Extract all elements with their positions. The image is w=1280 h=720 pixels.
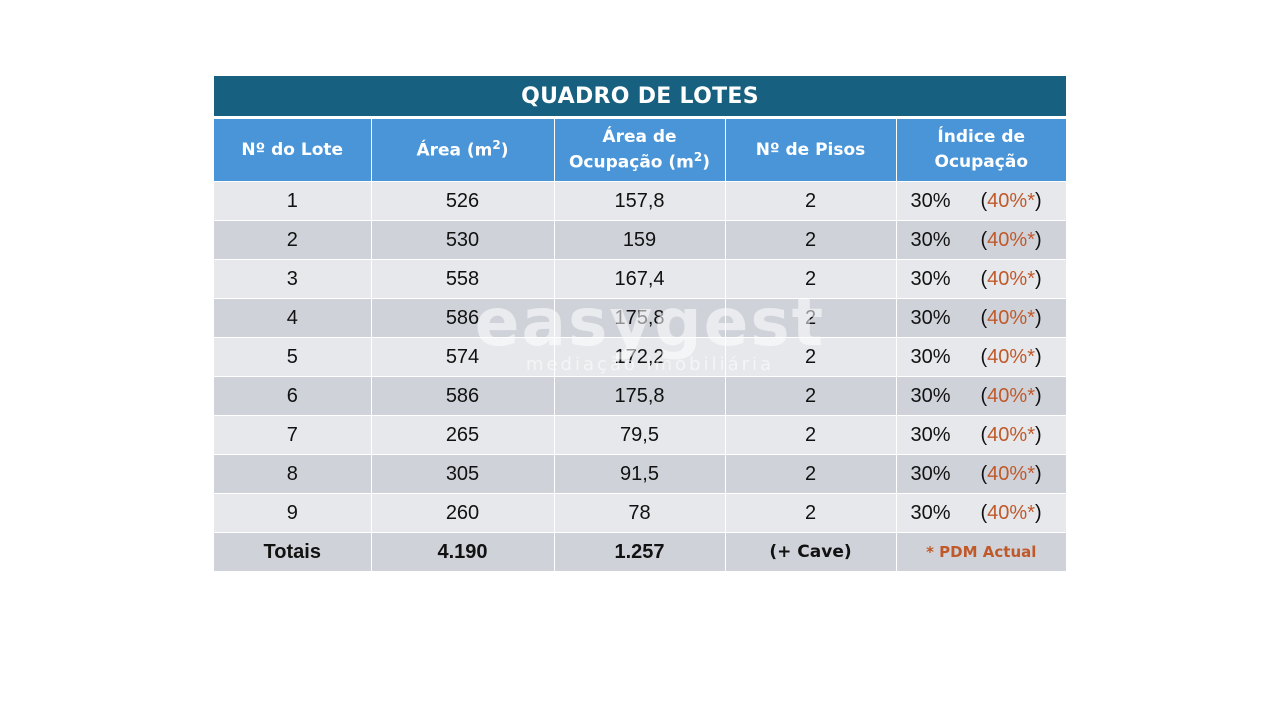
header-ocupacao-line2: Ocupação (m (568, 152, 694, 173)
cell-ocupacao: 167,4 (554, 259, 726, 299)
header-area-sup: 2 (492, 137, 501, 152)
header-indice: Índice de Ocupação (896, 119, 1066, 182)
cell-ocupacao: 175,8 (554, 298, 726, 338)
cell-area: 574 (371, 337, 555, 377)
indice-alt-value: 40%* (987, 306, 1035, 329)
cell-lote: 8 (214, 454, 372, 494)
header-ocupacao-line1: Área de (602, 126, 677, 147)
indice-value: 30% (910, 345, 951, 368)
cell-pisos: 2 (725, 337, 897, 377)
indice-value: 30% (910, 189, 951, 212)
header-ocupacao: Área de Ocupação (m2) (554, 119, 726, 182)
cell-indice: 30% (40%*) (896, 415, 1066, 455)
cell-indice: 30% (40%*) (896, 181, 1066, 221)
indice-value: 30% (910, 501, 951, 524)
cell-area: 530 (371, 220, 555, 260)
cell-area: 265 (371, 415, 555, 455)
cell-pisos: 2 (725, 415, 897, 455)
lotes-table-container: QUADRO DE LOTES Nº do Lote Área (m2) Áre… (214, 76, 1066, 571)
table-title: QUADRO DE LOTES (214, 76, 1066, 119)
table-row: 6 586 175,8 2 30% (40%*) (214, 376, 1066, 416)
cell-lote: 6 (214, 376, 372, 416)
cell-ocupacao: 79,5 (554, 415, 726, 455)
cell-ocupacao: 172,2 (554, 337, 726, 377)
cell-area: 586 (371, 298, 555, 338)
table-row: 4 586 175,8 2 30% (40%*) (214, 298, 1066, 338)
cell-ocupacao: 91,5 (554, 454, 726, 494)
table-row: 9 260 78 2 30% (40%*) (214, 493, 1066, 533)
header-row: Nº do Lote Área (m2) Área de Ocupação (m2… (214, 119, 1066, 182)
cell-pisos: 2 (725, 220, 897, 260)
header-indice-line2: Ocupação (934, 152, 1029, 172)
table-row: 3 558 167,4 2 30% (40%*) (214, 259, 1066, 299)
cell-ocupacao: 159 (554, 220, 726, 260)
cell-pisos: 2 (725, 493, 897, 533)
totals-row: Totais 4.190 1.257 (+ Cave) * PDM Actual (214, 532, 1066, 571)
cell-lote: 7 (214, 415, 372, 455)
cell-lote: 1 (214, 181, 372, 221)
indice-value: 30% (910, 384, 951, 407)
cell-pisos: 2 (725, 259, 897, 299)
indice-alt-value: 40%* (987, 345, 1035, 368)
table-row: 1 526 157,8 2 30% (40%*) (214, 181, 1066, 221)
cell-indice: 30% (40%*) (896, 493, 1066, 533)
cell-area: 526 (371, 181, 555, 221)
indice-value: 30% (910, 267, 951, 290)
header-area-label: Área (m (416, 140, 493, 161)
cell-area: 260 (371, 493, 555, 533)
totals-label: Totais (214, 532, 372, 571)
indice-alt-value: 40%* (987, 189, 1035, 212)
cell-indice: 30% (40%*) (896, 259, 1066, 299)
indice-alt-value: 40%* (987, 423, 1035, 446)
indice-alt-value: 40%* (987, 501, 1035, 524)
cell-lote: 9 (214, 493, 372, 533)
cell-pisos: 2 (725, 376, 897, 416)
cell-indice: 30% (40%*) (896, 337, 1066, 377)
header-ocupacao-close: ) (702, 152, 711, 173)
totals-pisos: (+ Cave) (725, 532, 897, 571)
table-row: 7 265 79,5 2 30% (40%*) (214, 415, 1066, 455)
cell-lote: 5 (214, 337, 372, 377)
cell-lote: 4 (214, 298, 372, 338)
indice-value: 30% (910, 423, 951, 446)
indice-alt-value: 40%* (987, 462, 1035, 485)
pdm-note: * PDM Actual (896, 532, 1066, 571)
cell-lote: 3 (214, 259, 372, 299)
cell-area: 586 (371, 376, 555, 416)
table-body: 1 526 157,8 2 30% (40%*) 2 530 159 2 30% (40%*) 3 558… (214, 181, 1066, 533)
cell-indice: 30% (40%*) (896, 220, 1066, 260)
table-row: 5 574 172,2 2 30% (40%*) (214, 337, 1066, 377)
header-lote: Nº do Lote (214, 119, 372, 182)
totals-ocupacao: 1.257 (554, 532, 726, 571)
cell-ocupacao: 157,8 (554, 181, 726, 221)
indice-value: 30% (910, 462, 951, 485)
indice-value: 30% (910, 228, 951, 251)
cell-indice: 30% (40%*) (896, 376, 1066, 416)
header-area: Área (m2) (371, 119, 555, 182)
totals-area: 4.190 (371, 532, 555, 571)
cell-indice: 30% (40%*) (896, 454, 1066, 494)
table-row: 8 305 91,5 2 30% (40%*) (214, 454, 1066, 494)
header-indice-line1: Índice de (937, 127, 1026, 148)
lotes-table: Nº do Lote Área (m2) Área de Ocupação (m2… (214, 119, 1066, 571)
cell-pisos: 2 (725, 298, 897, 338)
cell-ocupacao: 175,8 (554, 376, 726, 416)
indice-value: 30% (910, 306, 951, 329)
cell-ocupacao: 78 (554, 493, 726, 533)
header-area-close: ) (500, 140, 509, 161)
table-row: 2 530 159 2 30% (40%*) (214, 220, 1066, 260)
cell-indice: 30% (40%*) (896, 298, 1066, 338)
header-pisos: Nº de Pisos (725, 119, 897, 182)
cell-area: 558 (371, 259, 555, 299)
header-ocupacao-sup: 2 (693, 150, 703, 165)
cell-pisos: 2 (725, 454, 897, 494)
cell-area: 305 (371, 454, 555, 494)
cell-pisos: 2 (725, 181, 897, 221)
cell-lote: 2 (214, 220, 372, 260)
indice-alt-value: 40%* (987, 384, 1035, 407)
indice-alt-value: 40%* (987, 267, 1035, 290)
indice-alt-value: 40%* (987, 228, 1035, 251)
